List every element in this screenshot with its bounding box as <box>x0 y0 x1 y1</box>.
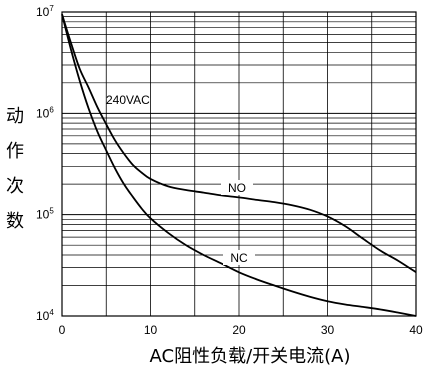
y-tick-label: 105 <box>36 207 54 222</box>
x-tick-labels: 0 10 20 30 40 <box>59 323 423 337</box>
y-tick-label: 107 <box>36 4 54 19</box>
y-axis-label-char: 作 <box>6 141 24 162</box>
x-tick-label: 40 <box>409 323 423 337</box>
y-tick-labels: 104 105 106 107 <box>36 4 54 323</box>
series-label-nc: NC <box>230 251 248 265</box>
y-tick-label: 104 <box>36 308 54 323</box>
series-line-nc <box>61 14 417 317</box>
y-axis-label-char: 动 <box>6 106 24 127</box>
series-lines: NO NC <box>61 13 417 317</box>
plot-frame <box>61 11 417 317</box>
x-tick-label: 20 <box>232 323 246 337</box>
x-axis-label: AC阻性负载/开关电流(A) <box>150 346 351 367</box>
x-tick-label: 0 <box>59 323 66 337</box>
series-label-bg <box>223 250 255 265</box>
x-tick-label: 30 <box>321 323 335 337</box>
y-tick-label: 106 <box>36 105 54 120</box>
grid <box>62 12 416 316</box>
voltage-annotation: 240VAC <box>106 93 150 107</box>
x-tick-label: 10 <box>144 323 158 337</box>
series-label-bg <box>221 180 253 195</box>
series-label-no: NO <box>228 181 246 195</box>
series-line-no <box>61 13 417 274</box>
y-axis-label-char: 次 <box>6 176 24 197</box>
y-axis-label-char: 数 <box>6 211 24 232</box>
